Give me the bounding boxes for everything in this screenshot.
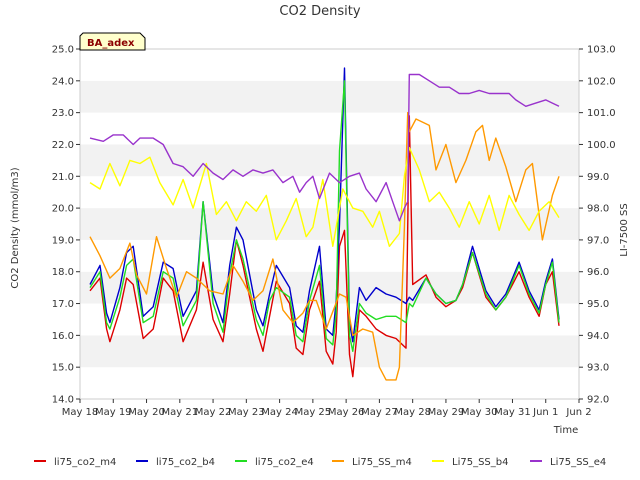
x-axis-label: Time xyxy=(553,425,578,436)
y2-tick-label: 95.0 xyxy=(587,299,609,310)
chart-title: CO2 Density xyxy=(279,4,360,19)
y-tick-label: 14.0 xyxy=(52,395,74,406)
series-line-li75-co2-b4 xyxy=(89,67,560,343)
x-tick-label: May 22 xyxy=(195,407,232,418)
x-tick-label: May 29 xyxy=(428,407,465,418)
legend-label: li75_co2_e4 xyxy=(255,457,314,468)
y2-tick-label: 102.0 xyxy=(587,76,616,87)
grid-band xyxy=(80,335,579,368)
legend-label: Li75_SS_b4 xyxy=(452,457,508,468)
y-tick-label: 15.0 xyxy=(52,363,74,374)
legend: li75_co2_m4 li75_co2_b4 li75_co2_e4 Li75_SS… xyxy=(34,457,606,468)
y-tick-label: 16.0 xyxy=(52,331,74,342)
y-tick-label: 19.0 xyxy=(52,235,74,246)
x-tick-label: May 26 xyxy=(328,407,365,418)
y2-tick-label: 94.0 xyxy=(587,331,609,342)
y2-tick-label: 92.0 xyxy=(587,395,609,406)
y2-tick-label: 97.0 xyxy=(587,235,609,246)
x-tick-label: May 28 xyxy=(394,407,431,418)
x-tick-label: May 24 xyxy=(261,407,298,418)
grid-band xyxy=(80,49,579,81)
plot-frame xyxy=(79,48,580,400)
y2-tick-label: 101.0 xyxy=(587,108,616,119)
x-tick-label: Jun 2 xyxy=(565,407,591,418)
badge-label: BA_adex xyxy=(87,38,135,49)
grid-band xyxy=(80,367,579,399)
grid-band xyxy=(80,144,579,177)
y-tick-label: 20.0 xyxy=(52,204,74,215)
y2-tick-label: 96.0 xyxy=(587,267,609,278)
grid-band xyxy=(80,271,579,304)
badge-box xyxy=(79,32,146,51)
x-tick-label: May 30 xyxy=(461,407,498,418)
y-axis-label: CO2 Density (mmol/m3) xyxy=(10,167,21,288)
legend-label: Li75_SS_m4 xyxy=(352,457,412,468)
x-tick-label: May 31 xyxy=(494,407,531,418)
y-tick-label: 25.0 xyxy=(52,45,74,56)
y2-tick-label: 103.0 xyxy=(587,45,616,56)
y2-tick-label: 93.0 xyxy=(587,363,609,374)
series-line-li75-ss-e4 xyxy=(89,73,560,222)
x-tick-label: May 21 xyxy=(162,407,199,418)
legend-label: li75_co2_b4 xyxy=(156,457,215,468)
y-tick-label: 24.0 xyxy=(52,76,74,87)
y2-axis-label: LI-7500 SS xyxy=(619,203,630,256)
x-tick-label: May 23 xyxy=(228,407,265,418)
y-tick-label: 21.0 xyxy=(52,172,74,183)
legend-label: Li75_SS_e4 xyxy=(550,457,606,468)
y2-ticks: 92.0 93.0 94.0 95.0 96.0 97.0 98.0 99.0 100.0 101… xyxy=(579,45,616,406)
y-ticks: 14.0 15.0 16.0 17.0 18.0 19.0 20.0 21.0 22.0 23.0… xyxy=(52,45,80,406)
x-tick-label: May 18 xyxy=(62,407,99,418)
y-tick-label: 18.0 xyxy=(52,267,74,278)
grid-band xyxy=(80,80,579,113)
x-tick-label: May 19 xyxy=(95,407,132,418)
x-tick-label: May 25 xyxy=(295,407,332,418)
y2-tick-label: 99.0 xyxy=(587,172,609,183)
x-tick-label: May 20 xyxy=(128,407,165,418)
legend-label: li75_co2_m4 xyxy=(54,457,116,468)
y2-tick-label: 100.0 xyxy=(587,140,616,151)
y-tick-label: 22.0 xyxy=(52,140,74,151)
y2-tick-label: 98.0 xyxy=(587,204,609,215)
x-tick-label: Jun 1 xyxy=(532,407,558,418)
series-line-li75-ss-b4 xyxy=(89,146,560,248)
y-tick-label: 23.0 xyxy=(52,108,74,119)
y-tick-label: 17.0 xyxy=(52,299,74,310)
x-tick-label: May 27 xyxy=(361,407,398,418)
series-lines xyxy=(89,67,560,381)
series-line-li75-ss-m4 xyxy=(89,111,560,381)
data-source-badge: BA_adex xyxy=(79,32,146,51)
grid-band xyxy=(80,176,579,209)
